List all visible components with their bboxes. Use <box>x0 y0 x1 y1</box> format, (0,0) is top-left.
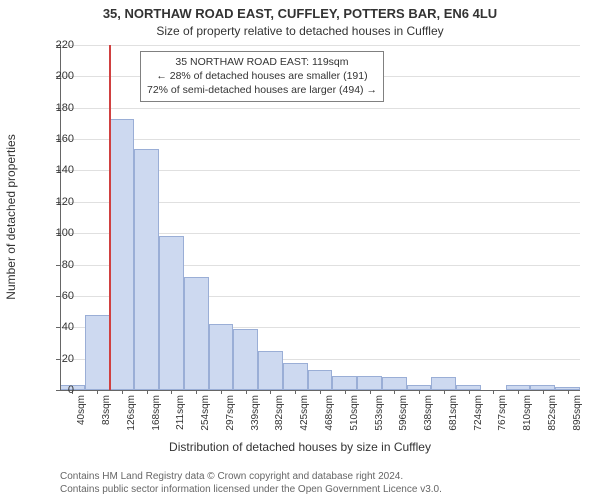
attribution-line2: Contains public sector information licen… <box>60 483 442 496</box>
plot-area: 40sqm83sqm126sqm168sqm211sqm254sqm297sqm… <box>60 45 580 390</box>
xtick-label: 168sqm <box>151 395 162 431</box>
ytick-label: 200 <box>44 70 74 82</box>
histogram-bar <box>233 329 258 390</box>
xtick-label: 211sqm <box>175 395 186 430</box>
ytick-label: 0 <box>44 384 74 396</box>
xtick-label: 339sqm <box>250 395 261 431</box>
chart-figure: 35, NORTHAW ROAD EAST, CUFFLEY, POTTERS … <box>0 0 600 500</box>
attribution-line1: Contains HM Land Registry data © Crown c… <box>60 470 442 483</box>
histogram-bar <box>258 351 283 390</box>
ytick-label: 60 <box>44 290 74 302</box>
ytick-label: 20 <box>44 353 74 365</box>
histogram-bar <box>110 119 135 390</box>
xtick-label: 767sqm <box>497 395 508 431</box>
xtick-label: 724sqm <box>473 395 484 431</box>
xtick-label: 425sqm <box>299 395 310 431</box>
ytick-label: 140 <box>44 164 74 176</box>
histogram-bar <box>431 377 456 390</box>
histogram-bar <box>382 377 407 390</box>
histogram-bar <box>209 324 234 390</box>
xtick-label: 382sqm <box>274 395 285 431</box>
xtick-label: 468sqm <box>324 395 335 431</box>
chart-title-description: Size of property relative to detached ho… <box>0 24 600 38</box>
xtick-label: 596sqm <box>398 395 409 431</box>
histogram-bar <box>134 149 159 391</box>
attribution-text: Contains HM Land Registry data © Crown c… <box>60 470 442 496</box>
xtick-label: 895sqm <box>572 395 583 431</box>
xtick-label: 852sqm <box>547 395 558 431</box>
property-marker-line <box>109 45 111 390</box>
ytick-label: 80 <box>44 259 74 271</box>
histogram-bar <box>332 376 357 390</box>
xtick-label: 254sqm <box>200 395 211 431</box>
xtick-label: 553sqm <box>374 395 385 431</box>
xtick-label: 810sqm <box>522 395 533 431</box>
x-axis-label: Distribution of detached houses by size … <box>0 440 600 454</box>
infobox-line1: 35 NORTHAW ROAD EAST: 119sqm <box>147 55 377 69</box>
histogram-bar <box>308 370 333 390</box>
xtick-label: 681sqm <box>448 395 459 431</box>
histogram-bar <box>283 363 308 390</box>
ytick-label: 220 <box>44 39 74 51</box>
xtick-label: 40sqm <box>76 395 87 425</box>
infobox-line3: 72% of semi-detached houses are larger (… <box>147 83 377 97</box>
y-axis-line <box>60 45 61 390</box>
gridline <box>60 139 580 140</box>
histogram-bar <box>85 315 110 390</box>
infobox-line2: ← 28% of detached houses are smaller (19… <box>147 69 377 83</box>
ytick-label: 180 <box>44 102 74 114</box>
xtick-label: 83sqm <box>101 395 112 425</box>
xtick-label: 297sqm <box>225 395 236 431</box>
chart-title-address: 35, NORTHAW ROAD EAST, CUFFLEY, POTTERS … <box>0 6 600 21</box>
histogram-bar <box>357 376 382 390</box>
y-axis-label: Number of detached properties <box>4 134 18 299</box>
xtick-label: 638sqm <box>423 395 434 431</box>
ytick-label: 100 <box>44 227 74 239</box>
ytick-label: 40 <box>44 321 74 333</box>
xtick-label: 510sqm <box>349 395 360 431</box>
gridline <box>60 108 580 109</box>
info-annotation-box: 35 NORTHAW ROAD EAST: 119sqm← 28% of det… <box>140 51 384 102</box>
histogram-bar <box>184 277 209 390</box>
gridline <box>60 45 580 46</box>
xtick-label: 126sqm <box>126 395 137 431</box>
ytick-label: 120 <box>44 196 74 208</box>
ytick-label: 160 <box>44 133 74 145</box>
histogram-bar <box>159 236 184 390</box>
x-axis-line <box>60 390 580 391</box>
